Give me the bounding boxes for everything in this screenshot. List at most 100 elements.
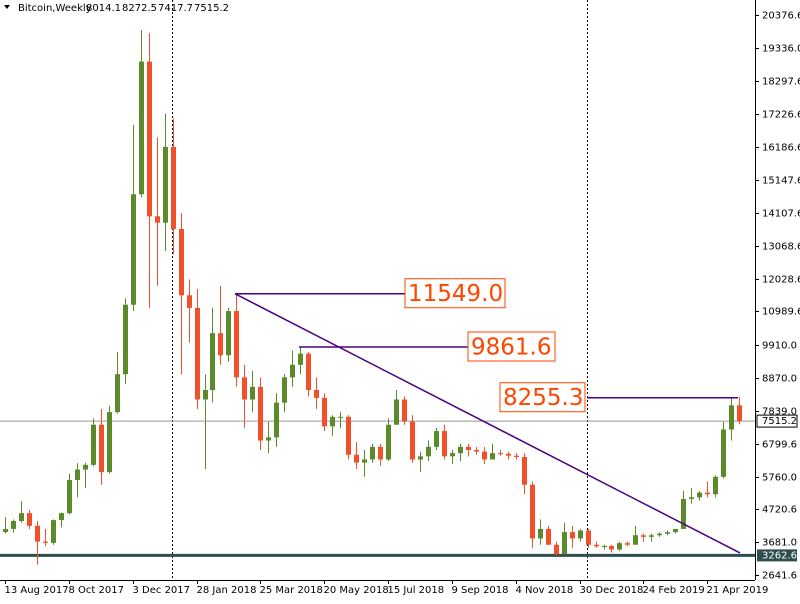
candle-body	[426, 446, 431, 457]
candle-body	[609, 545, 614, 550]
x-tick-label: 8 Oct 2017	[69, 585, 124, 596]
candle-body	[91, 424, 96, 465]
support-box	[757, 549, 797, 562]
candle-body	[346, 416, 351, 455]
candle-body	[458, 446, 463, 454]
candle-body	[394, 399, 399, 425]
candle-body	[362, 459, 367, 463]
candle-body	[578, 530, 583, 539]
y-tick-label: 16186.6	[762, 143, 800, 154]
candle-body	[27, 513, 32, 526]
y-tick-label: 6799.6	[762, 440, 797, 451]
candle-body	[226, 311, 231, 356]
trendline	[234, 293, 741, 554]
candle-body	[370, 446, 375, 460]
candle-body	[418, 456, 423, 460]
candle-body	[51, 520, 56, 543]
candle-body	[354, 454, 359, 463]
candle-body	[234, 311, 239, 378]
candle-body	[59, 513, 64, 521]
level-box	[467, 331, 556, 362]
y-tick-label: 19336.0	[762, 44, 800, 55]
candle-body	[322, 397, 327, 427]
candle-body	[681, 498, 686, 529]
candle-body	[514, 455, 519, 457]
candle-body	[522, 456, 527, 485]
candle-body	[665, 532, 670, 534]
candle-body	[171, 146, 176, 229]
candle-body	[306, 353, 311, 391]
candle-body	[330, 416, 335, 427]
candle-body	[617, 543, 622, 550]
x-tick-label: 15 Jul 2018	[388, 585, 445, 596]
x-tick-label: 25 Mar 2018	[260, 585, 323, 596]
candle-body	[657, 533, 662, 536]
candle-body	[466, 446, 471, 450]
candle-body	[187, 295, 192, 308]
y-tick-label: 13068.6	[762, 242, 800, 253]
candle-body	[11, 521, 16, 529]
menu-arrow[interactable]	[4, 5, 10, 9]
x-tick-label: 13 Aug 2017	[5, 585, 69, 596]
candle-body	[721, 429, 726, 477]
candle-body	[67, 479, 72, 514]
candle-body	[562, 532, 567, 555]
support-label: 3262.6	[762, 550, 797, 561]
candle-body	[586, 530, 591, 545]
candle-body	[602, 545, 607, 547]
candle-body	[570, 532, 575, 539]
candle-body	[139, 61, 144, 195]
candle-body	[633, 535, 638, 545]
candle-body	[442, 431, 447, 457]
candle-body	[729, 405, 734, 430]
candle-body	[697, 492, 702, 498]
candle-body	[123, 304, 128, 375]
candle-body	[474, 449, 479, 452]
y-tick-label: 8870.0	[762, 374, 797, 385]
y-tick-label: 7839.0	[762, 407, 797, 418]
y-tick-label: 9910.0	[762, 341, 797, 352]
candle-body	[506, 453, 511, 456]
level-label: 11549.0	[408, 281, 503, 307]
candle-body	[131, 194, 136, 305]
x-tick-label: 28 Jan 2018	[197, 585, 257, 596]
candle-body	[147, 61, 152, 217]
candle-body	[713, 476, 718, 495]
y-tick-label: 5760.0	[762, 473, 797, 484]
candle-body	[705, 492, 710, 495]
candle-body	[625, 543, 630, 545]
low: 7417.7	[158, 3, 193, 14]
candle-body	[538, 528, 543, 539]
candle-body	[410, 421, 415, 460]
candle-body	[737, 405, 742, 422]
level-box	[404, 278, 506, 309]
candle-body	[402, 399, 407, 422]
candle-body	[75, 469, 80, 480]
y-tick-label: 3681.0	[762, 538, 797, 549]
symbol: Bitcoin,Weekly	[18, 3, 92, 14]
candle-body	[314, 390, 319, 398]
level-box	[499, 382, 586, 413]
candle-body	[35, 525, 40, 542]
candle-body	[19, 513, 24, 522]
candle-body	[115, 374, 120, 413]
candle-body	[250, 386, 255, 400]
high: 8272.5	[122, 3, 157, 14]
candle-body	[546, 528, 551, 545]
candle-body	[210, 333, 215, 391]
close: 7515.2	[194, 3, 229, 14]
x-tick-label: 4 Nov 2018	[516, 585, 574, 596]
y-tick-label: 10989.6	[762, 307, 800, 318]
candle-body	[641, 535, 646, 537]
level-label: 9861.6	[471, 335, 551, 361]
candle-body	[179, 228, 184, 296]
x-tick-label: 20 May 2018	[324, 585, 389, 596]
candle-body	[155, 216, 160, 223]
candle-body	[434, 431, 439, 447]
candle-body	[218, 333, 223, 356]
open: 8014.1	[86, 3, 121, 14]
candle-body	[450, 453, 455, 457]
